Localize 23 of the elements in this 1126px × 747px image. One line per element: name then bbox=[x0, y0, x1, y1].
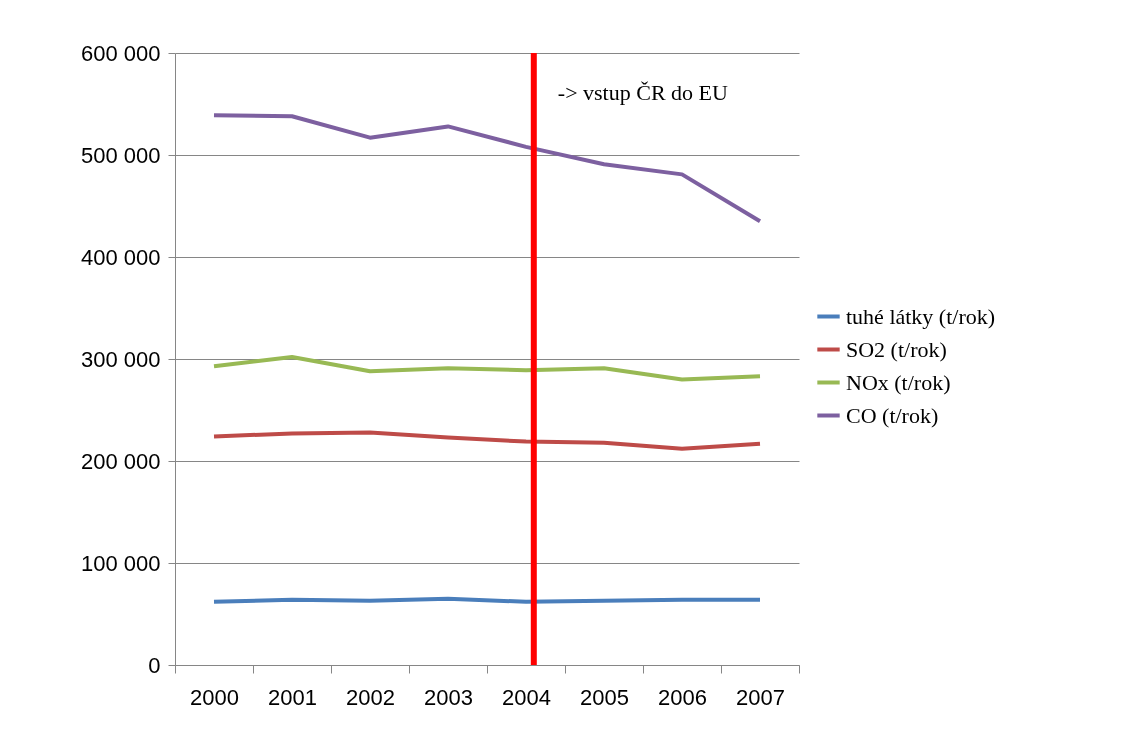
x-tick-label: 2007 bbox=[736, 684, 785, 710]
x-tick-label: 2002 bbox=[346, 684, 395, 710]
y-tick-label: 400 000 bbox=[80, 244, 161, 270]
y-tick-label: 600 000 bbox=[80, 40, 161, 66]
x-tick-label: 2000 bbox=[190, 684, 239, 710]
x-tick-label: 2003 bbox=[424, 684, 473, 710]
line-series bbox=[212, 113, 762, 224]
y-tick-label: 200 000 bbox=[80, 448, 161, 474]
legend-label: NOx (t/rok) bbox=[846, 369, 951, 395]
legend-label: CO (t/rok) bbox=[846, 402, 939, 428]
line-series bbox=[212, 354, 762, 382]
y-tick-label: 300 000 bbox=[80, 346, 161, 372]
ref-line-label: -> vstup ČR do EU bbox=[557, 80, 728, 105]
x-tick-label: 2001 bbox=[268, 684, 317, 710]
y-tick-label: 500 000 bbox=[80, 142, 161, 168]
legend-label: tuhé látky (t/rok) bbox=[846, 303, 996, 329]
legend-label: SO2 (t/rok) bbox=[846, 336, 947, 362]
y-tick-label: 0 bbox=[148, 652, 161, 678]
x-tick-label: 2005 bbox=[580, 684, 629, 710]
y-tick-label: 100 000 bbox=[80, 550, 161, 576]
x-tick-label: 2006 bbox=[658, 684, 707, 710]
line-series bbox=[212, 430, 762, 451]
x-tick-label: 2004 bbox=[502, 684, 551, 710]
